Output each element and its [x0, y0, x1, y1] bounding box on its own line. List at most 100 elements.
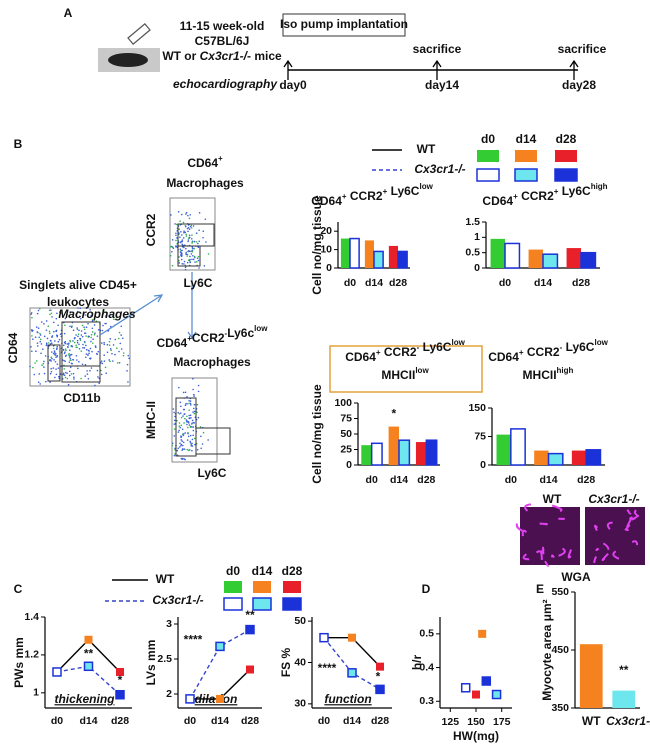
flow-dot: [87, 377, 90, 380]
flow-dot: [178, 386, 180, 389]
flow-dot: [66, 372, 68, 375]
flow-dot: [64, 351, 66, 353]
flow-dot: [191, 438, 194, 441]
flow-dot: [191, 449, 193, 452]
flow-dot: [42, 362, 45, 365]
flow-dot: [64, 355, 67, 358]
echo-text: echocardiography: [173, 77, 278, 91]
chart-title: CD64+ CCR2+ Ly6Clow: [311, 182, 433, 208]
flow-dot: [190, 444, 193, 447]
flow-dot: [183, 408, 186, 411]
flow-dot: [188, 409, 190, 411]
flow-dot: [181, 213, 183, 216]
flow-dot: [94, 345, 97, 347]
flow-dot: [83, 326, 85, 328]
flow-dot: [189, 414, 192, 416]
flow-dot: [173, 411, 175, 414]
cell-outline: [633, 509, 640, 518]
superscript: +: [218, 154, 223, 163]
y-tick-label: 50: [340, 428, 352, 440]
flow-dot: [188, 417, 191, 420]
flow-dot: [100, 360, 103, 362]
flow-dot: [60, 312, 62, 314]
axis-label: CD11b: [63, 391, 100, 405]
flow-dot: [108, 340, 111, 343]
y-axis-label: LVs mm: [144, 640, 158, 686]
panel-label: D: [422, 582, 431, 596]
flow-dot: [92, 342, 94, 344]
flow-dot: [101, 342, 103, 344]
flow-dot: [173, 454, 176, 457]
legend-text: d14: [252, 564, 273, 578]
flow-dot: [76, 327, 78, 329]
point: [478, 629, 487, 638]
superscript: +: [513, 192, 518, 201]
flow-dot: [81, 324, 84, 327]
flow-dot: [72, 329, 75, 332]
cell-outline: [595, 547, 600, 552]
flow-dot: [84, 375, 87, 377]
flow-dot: [72, 358, 74, 361]
flow-dot: [66, 377, 69, 380]
flow-dot: [188, 424, 191, 426]
gate: [177, 245, 201, 267]
cell-outline: [593, 555, 598, 564]
point: [375, 684, 385, 695]
superscript: -: [225, 329, 228, 338]
mice-text: C57BL/6J: [195, 34, 250, 48]
flow-dot: [198, 240, 201, 243]
flow-dot: [193, 437, 196, 440]
flow-dot: [122, 352, 125, 354]
flow-dot: [90, 340, 92, 343]
flow-dot: [178, 425, 181, 427]
point: [83, 661, 94, 672]
flow-dot: [198, 212, 201, 214]
flow-dot: [192, 407, 195, 410]
flow-dot: [104, 315, 107, 317]
y-tick-label: 3: [166, 618, 172, 630]
flow-dot: [174, 453, 176, 455]
text-part: leukocytes: [47, 295, 109, 309]
pump-box: [282, 13, 406, 37]
flow-dot: [193, 422, 195, 424]
flow-dot: [180, 230, 182, 233]
y-tick-label: 100: [334, 397, 352, 409]
legend-swatch: [555, 150, 577, 162]
flow-dot: [109, 325, 112, 328]
text-part: Cx3cr1-/-: [200, 49, 251, 63]
flow-dot: [191, 442, 193, 445]
flow-dot: [32, 338, 34, 340]
image-label: Cx3cr1-/-: [588, 492, 639, 506]
flow-dot: [116, 362, 119, 364]
flow-dot: [177, 447, 179, 450]
flow-dot: [185, 233, 187, 236]
flow-dot: [85, 348, 88, 351]
flow-dot: [44, 355, 47, 357]
flow-dot: [54, 354, 57, 357]
flow-dot: [100, 373, 103, 376]
flow-dot: [59, 333, 62, 336]
flow-dot: [73, 378, 75, 380]
superscript: -: [417, 343, 420, 352]
flow-dot: [64, 376, 67, 379]
chart-title: MHCIIhigh: [523, 366, 574, 382]
flow-dot: [191, 241, 194, 243]
flow-dot: [43, 372, 46, 375]
flow-dot: [39, 383, 41, 385]
flow-dot: [89, 347, 92, 350]
caption: function: [324, 692, 371, 706]
flow-dot: [182, 441, 185, 444]
gate-label: Macrophages: [58, 307, 136, 321]
text-part: mice: [251, 49, 282, 63]
flow-dot: [109, 360, 111, 363]
day-label: day0: [279, 78, 307, 92]
flow-dot: [171, 442, 174, 445]
flow-dot: [86, 373, 89, 375]
flow-dot: [58, 338, 61, 341]
significance: ****: [318, 661, 337, 675]
flow-dot: [51, 357, 53, 360]
flow-dot: [188, 449, 191, 451]
flow-dot: [52, 367, 55, 369]
flow-dot: [49, 313, 51, 316]
y-tick-label: 0.3: [419, 695, 434, 707]
